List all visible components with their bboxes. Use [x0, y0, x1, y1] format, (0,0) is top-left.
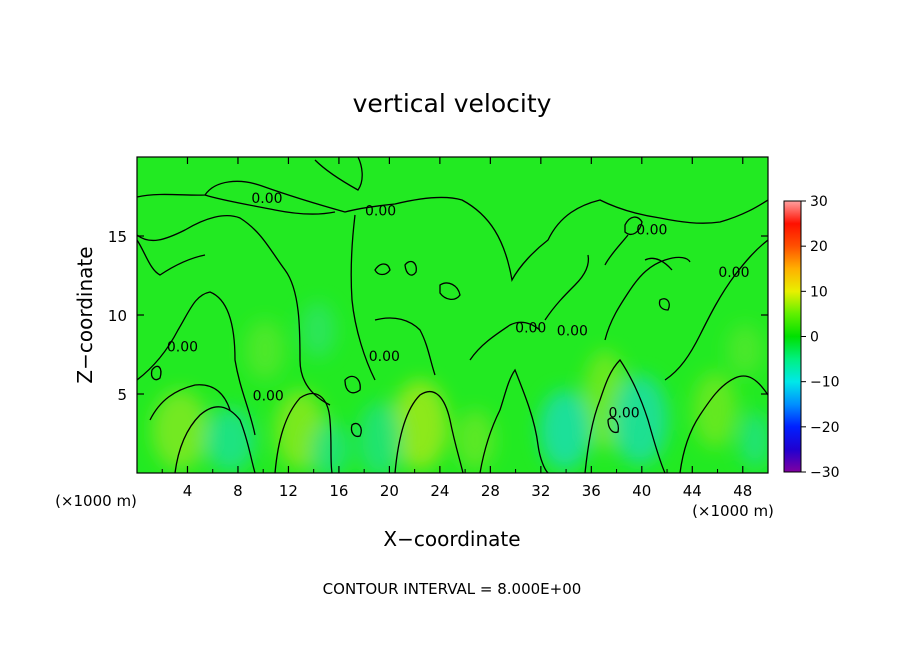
contour-labels: 0.00 0.00 0.00 0.00 0.00 0.00 0.00 0.00 0.00 0.00 [167, 191, 750, 422]
contour-label: 0.00 [253, 388, 284, 404]
colorbar-tick-label: −30 [810, 465, 840, 481]
x-tick-label: 36 [582, 482, 601, 500]
contour-label: 0.00 [365, 203, 396, 219]
contour-label: 0.00 [609, 406, 640, 422]
x-tick-label: 48 [733, 482, 752, 500]
x-tick-label: 32 [531, 482, 550, 500]
colorbar-ticks: 30 20 10 0 −10 −20 −30 [801, 194, 840, 481]
colorbar-gradient [783, 200, 802, 473]
x-tick-label: 44 [683, 482, 702, 500]
y-tick-label: 5 [117, 386, 127, 404]
colorbar-tick-label: 20 [810, 239, 828, 255]
x-tick-label: 12 [279, 482, 298, 500]
y-axis: 5 10 15 [108, 228, 768, 404]
contour-label: 0.00 [515, 320, 546, 336]
x-axis-label: X−coordinate [383, 527, 520, 551]
colorbar-tick-label: −10 [810, 375, 840, 391]
z-axis-unit: (×1000 m) [692, 502, 774, 520]
x-tick-label: 20 [380, 482, 399, 500]
y-axis-label: Z−coordinate [73, 246, 97, 383]
contour-label: 0.00 [369, 349, 400, 365]
x-tick-label: 40 [632, 482, 651, 500]
contour-label: 0.00 [167, 339, 198, 355]
y-tick-label: 15 [108, 228, 127, 246]
x-tick-label: 24 [430, 482, 449, 500]
colorbar-tick-label: −20 [810, 420, 840, 436]
contour-label: 0.00 [251, 191, 282, 207]
contour-interval-note: CONTOUR INTERVAL = 8.000E+00 [323, 580, 582, 598]
plot-area: 0.00 0.00 0.00 0.00 0.00 0.00 0.00 0.00 0.00 0.00 [136, 156, 769, 474]
chart-title: vertical velocity [353, 89, 552, 118]
contour-label: 0.00 [557, 324, 588, 340]
contour-label: 0.00 [718, 265, 749, 281]
contour-lines [137, 157, 768, 473]
contour-label: 0.00 [636, 222, 667, 238]
colorbar-tick-label: 0 [810, 330, 819, 346]
x-axis: 4 8 12 16 20 24 28 32 36 40 44 48 [161, 157, 752, 500]
colorbar-tick-label: 30 [810, 194, 828, 210]
y-tick-label: 10 [108, 307, 127, 325]
x-axis-unit: (×1000 m) [55, 492, 137, 510]
x-tick-label: 8 [233, 482, 243, 500]
colorbar-tick-label: 10 [810, 284, 828, 300]
x-tick-label: 28 [481, 482, 500, 500]
colorbar: 30 20 10 0 −10 −20 −30 [783, 194, 840, 481]
x-tick-label: 4 [183, 482, 193, 500]
x-tick-label: 16 [329, 482, 348, 500]
